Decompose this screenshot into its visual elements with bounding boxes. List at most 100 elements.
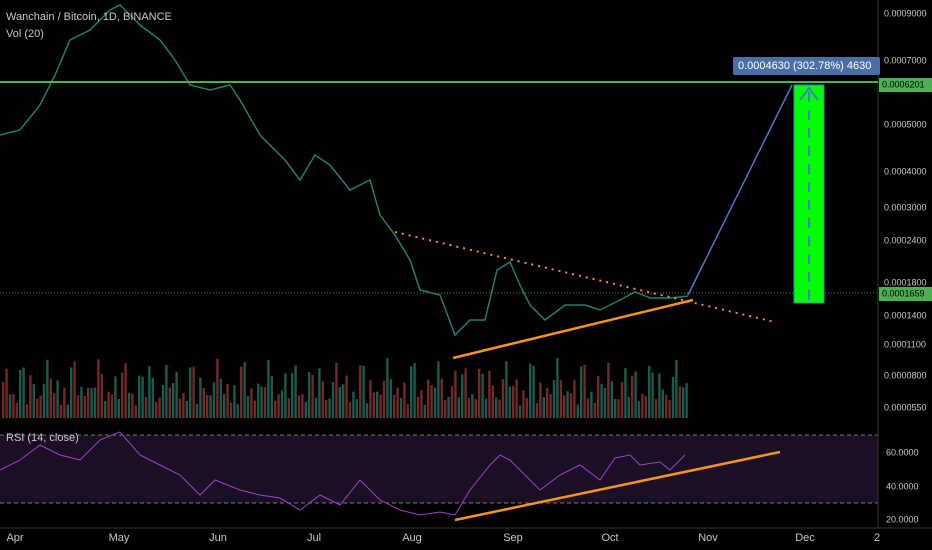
volume-bar: [389, 379, 392, 418]
volume-bar: [110, 394, 114, 418]
volume-bar: [223, 394, 226, 418]
volume-bar: [508, 386, 511, 418]
volume-bar: [318, 368, 321, 418]
volume-bar: [427, 379, 430, 418]
volume-bar: [556, 358, 559, 418]
volume-bar: [637, 401, 641, 418]
projection-line: [687, 84, 793, 296]
volume-bar: [277, 394, 280, 418]
price-tick-label: 0.0001800: [884, 277, 927, 287]
volume-bar: [403, 382, 406, 418]
price-tick-label: 0.0003000: [884, 202, 927, 212]
volume-bar: [158, 397, 161, 418]
volume-bar: [131, 393, 134, 418]
volume-bar: [314, 397, 318, 418]
volume-bar: [386, 358, 389, 418]
time-tick-label: May: [109, 532, 130, 544]
volume-bar: [321, 381, 324, 418]
volume-bar: [348, 402, 352, 418]
volume-bar: [39, 395, 42, 418]
volume-bar: [644, 396, 647, 418]
volume-bar: [457, 397, 460, 418]
current-label: 0.0001659: [882, 288, 925, 298]
volume-bar: [535, 403, 539, 418]
volume-bar: [22, 367, 25, 418]
volume-bar: [471, 394, 474, 418]
volume-bar: [32, 383, 35, 418]
volume-bar: [114, 376, 117, 418]
volume-bar: [253, 400, 256, 418]
volume-bar: [372, 392, 375, 418]
volume-bar: [107, 391, 110, 418]
volume-bar: [614, 398, 617, 418]
volume-bar: [134, 405, 137, 418]
volume-bar: [450, 386, 454, 418]
volume-bar: [226, 383, 229, 418]
volume-bar: [610, 381, 613, 418]
volume-bar: [15, 402, 18, 418]
volume-bars: [2, 358, 688, 418]
volume-bar: [590, 391, 593, 418]
volume-bar: [512, 385, 515, 418]
volume-bar: [566, 391, 569, 418]
volume-bar: [2, 381, 5, 418]
volume-bar: [49, 378, 52, 418]
volume-bar: [246, 395, 250, 418]
volume-bar: [586, 398, 590, 418]
volume-bar: [97, 359, 100, 418]
volume-bar: [138, 375, 141, 418]
volume-bar: [233, 385, 236, 418]
price-tick-label: 0.0004000: [884, 166, 927, 176]
volume-bar: [546, 387, 549, 418]
price-path: [0, 4, 689, 337]
volume-bar: [63, 387, 66, 418]
volume-bar: [559, 380, 562, 418]
time-tick-label: 2: [874, 532, 880, 544]
volume-label: Vol (20): [6, 28, 44, 40]
volume-bar: [464, 368, 467, 418]
volume-bar: [202, 388, 205, 418]
target-box: [793, 84, 825, 304]
volume-bar: [42, 384, 46, 418]
resistance-tag: [879, 78, 932, 92]
volume-bar: [675, 359, 678, 418]
volume-bar: [423, 404, 426, 418]
volume-bar: [294, 365, 297, 418]
volume-bar: [597, 375, 600, 418]
volume-bar: [328, 398, 331, 418]
volume-bar: [308, 371, 311, 418]
volume-bar: [206, 395, 209, 418]
volume-bar: [216, 358, 219, 418]
volume-bar: [379, 394, 382, 418]
volume-bar: [172, 383, 175, 418]
price-tick-label: 0.0007000: [884, 55, 927, 65]
volume-bar: [658, 373, 661, 418]
volume-bar: [529, 363, 532, 418]
volume-bar: [433, 387, 437, 418]
volume-bar: [355, 399, 358, 418]
time-tick-label: Jun: [209, 532, 227, 544]
volume-bar: [189, 367, 192, 418]
volume-bar: [362, 365, 365, 418]
volume-bar: [624, 368, 627, 418]
volume-bar: [25, 404, 29, 418]
volume-bar: [437, 361, 440, 418]
volume-bar: [304, 401, 307, 418]
volume-bar: [376, 391, 379, 418]
time-tick-label: Jul: [307, 532, 321, 544]
rsi-tick-label: 20.0000: [886, 514, 919, 524]
volume-bar: [73, 361, 76, 418]
volume-bar: [297, 395, 301, 418]
volume-bar: [620, 382, 624, 418]
volume-bar: [396, 387, 399, 418]
price-tick-label: 0.0002400: [884, 235, 927, 245]
volume-bar: [410, 366, 413, 418]
volume-bar: [583, 364, 586, 418]
symbol-title: Wanchain / Bitcoin, 1D, BINANCE: [6, 11, 172, 23]
volume-bar: [569, 393, 573, 418]
volume-bar: [641, 393, 644, 418]
volume-bar: [100, 374, 103, 418]
volume-bar: [365, 403, 369, 418]
volume-bar: [250, 388, 253, 418]
